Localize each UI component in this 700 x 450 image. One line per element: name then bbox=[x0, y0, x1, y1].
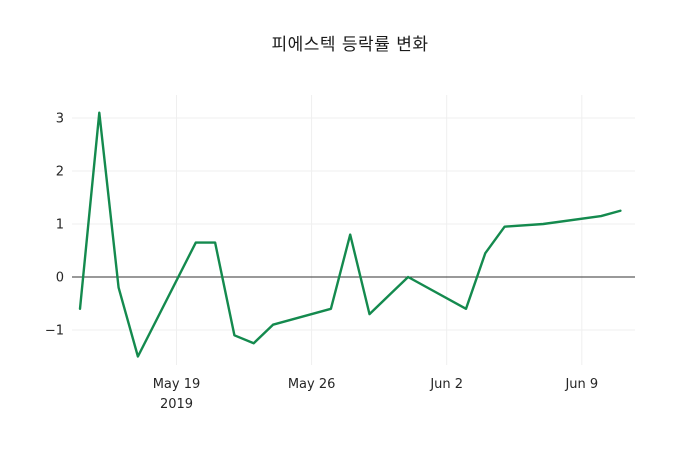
x-tick-label: May 26 bbox=[288, 377, 336, 392]
x-tick-label: Jun 9 bbox=[564, 377, 598, 392]
x-tick-label: May 19 bbox=[153, 377, 201, 392]
y-tick-label: 3 bbox=[56, 112, 64, 127]
series-line bbox=[78, 111, 622, 358]
y-tick-label: 1 bbox=[56, 218, 64, 233]
x-tick-label: Jun 2 bbox=[429, 377, 463, 392]
y-tick-label: −1 bbox=[45, 324, 64, 339]
gridlines bbox=[72, 95, 635, 365]
y-tick-label: 2 bbox=[56, 165, 64, 180]
chart-title: 피에스텍 등락률 변화 bbox=[271, 35, 429, 55]
y-tick-label: 0 bbox=[56, 271, 64, 286]
x-tick-sublabel: 2019 bbox=[160, 397, 193, 412]
